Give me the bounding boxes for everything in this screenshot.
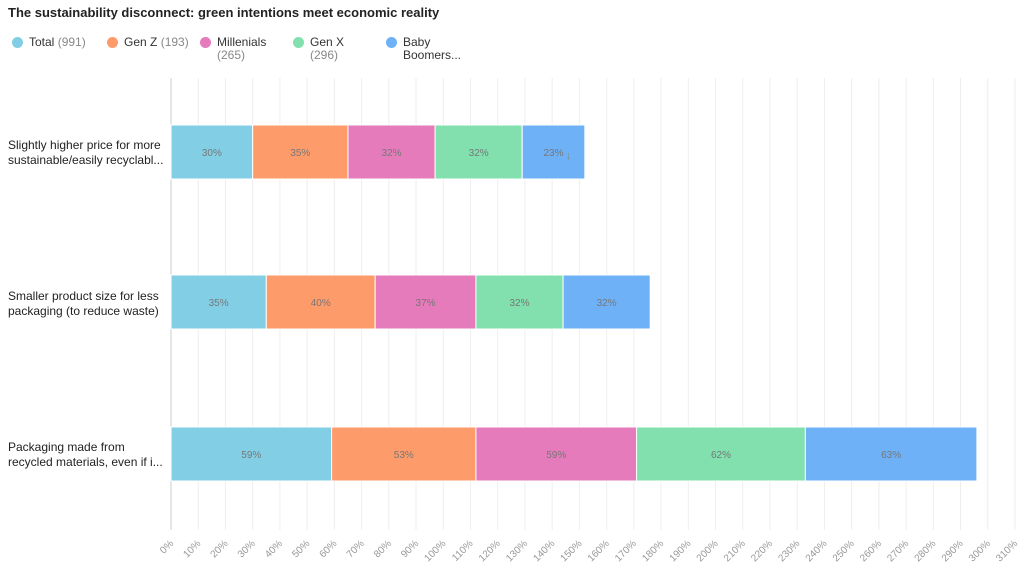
legend-dot xyxy=(386,37,397,48)
bar-segment xyxy=(170,124,254,180)
x-tick-label: 240% xyxy=(804,538,830,564)
data-label: 62% xyxy=(711,450,731,461)
data-label: 53% xyxy=(394,450,414,461)
x-tick-label: 150% xyxy=(559,538,585,564)
x-tick-label: 130% xyxy=(504,538,530,564)
bar-segment xyxy=(374,274,477,330)
x-tick-label: 280% xyxy=(913,538,939,564)
x-tick-label: 80% xyxy=(372,538,394,560)
data-label: 37% xyxy=(416,298,436,309)
bar-segment xyxy=(475,274,564,330)
x-tick-label: 250% xyxy=(831,538,857,564)
x-tick-label: 50% xyxy=(290,538,312,560)
x-tick-label: 180% xyxy=(640,538,666,564)
bar-segment xyxy=(265,274,376,330)
legend-label: Baby Boomers... xyxy=(403,35,462,62)
data-label: 35% xyxy=(290,148,310,159)
data-label: 35% xyxy=(209,298,229,309)
legend-item-gen-z[interactable]: Gen Z (193) xyxy=(107,36,197,49)
x-tick-label: 260% xyxy=(858,538,884,564)
data-label: 63% xyxy=(881,450,901,461)
legend-label: Total xyxy=(29,35,55,49)
category-label: Slightly higher price for more sustainab… xyxy=(8,138,164,167)
x-tick-label: 200% xyxy=(695,538,721,564)
data-label: 40% xyxy=(311,298,331,309)
bar-segment xyxy=(434,124,523,180)
chart-title: The sustainability disconnect: green int… xyxy=(8,5,440,20)
x-tick-label: 40% xyxy=(263,538,285,560)
x-tick-label: 210% xyxy=(722,538,748,564)
legend-count: (265) xyxy=(217,48,246,62)
x-tick-label: 220% xyxy=(749,538,775,564)
bar-segment xyxy=(331,426,477,482)
x-tick-label: 230% xyxy=(776,538,802,564)
legend-dot xyxy=(293,37,304,48)
data-label: 32% xyxy=(469,148,489,159)
x-tick-label: 100% xyxy=(423,538,449,564)
x-tick-label: 0% xyxy=(158,538,176,556)
legend-dot xyxy=(12,37,23,48)
x-tick-label: 290% xyxy=(940,538,966,564)
data-label: 59% xyxy=(241,450,261,461)
bar-segment xyxy=(252,124,349,180)
x-tick-label: 90% xyxy=(399,538,421,560)
legend-count: (991) xyxy=(57,35,86,49)
legend-item-gen-x[interactable]: Gen X (296) xyxy=(293,36,353,62)
bar-segment xyxy=(170,274,267,330)
bar-segment xyxy=(636,426,806,482)
data-label: 32% xyxy=(509,298,529,309)
data-label: 32% xyxy=(597,298,617,309)
x-tick-label: 300% xyxy=(967,538,993,564)
x-tick-label: 310% xyxy=(994,538,1020,564)
category-label: Smaller product size for less packaging … xyxy=(8,289,159,318)
x-tick-label: 120% xyxy=(477,538,503,564)
legend-item-millenials[interactable]: Millenials (265) xyxy=(200,36,275,62)
category-label: Packaging made from recycled materials, … xyxy=(8,440,163,469)
legend-label: Gen X xyxy=(310,35,345,49)
arrow-down-icon: ↓ xyxy=(566,150,572,162)
x-tick-label: 30% xyxy=(236,538,258,560)
x-tick-label: 170% xyxy=(613,538,639,564)
legend-label: Millenials xyxy=(217,35,267,49)
data-label: 23% xyxy=(544,148,564,159)
bar-segment xyxy=(521,124,586,180)
x-tick-label: 70% xyxy=(345,538,367,560)
legend-dot xyxy=(200,37,211,48)
x-tick-label: 110% xyxy=(450,538,475,563)
legend-dot xyxy=(107,37,118,48)
legend-label: Gen Z xyxy=(124,35,158,49)
legend-item-total[interactable]: Total (991) xyxy=(12,36,102,49)
bar-segment xyxy=(170,426,333,482)
bar-segment xyxy=(804,426,978,482)
legend-item-baby-boomers[interactable]: Baby Boomers... xyxy=(386,36,466,62)
data-label: 32% xyxy=(382,148,402,159)
x-tick-label: 190% xyxy=(668,538,694,564)
x-tick-label: 160% xyxy=(586,538,612,564)
x-tick-label: 20% xyxy=(209,538,231,560)
x-tick-label: 60% xyxy=(318,538,340,560)
bar-segment xyxy=(562,274,651,330)
x-tick-label: 10% xyxy=(181,538,203,560)
legend-count: (193) xyxy=(160,35,189,49)
bar-segment xyxy=(475,426,638,482)
legend-count: (296) xyxy=(310,48,339,62)
data-label: 30% xyxy=(202,148,222,159)
x-tick-label: 270% xyxy=(885,538,911,564)
x-tick-label: 140% xyxy=(531,538,557,564)
data-label: 59% xyxy=(546,450,566,461)
bar-segment xyxy=(347,124,436,180)
